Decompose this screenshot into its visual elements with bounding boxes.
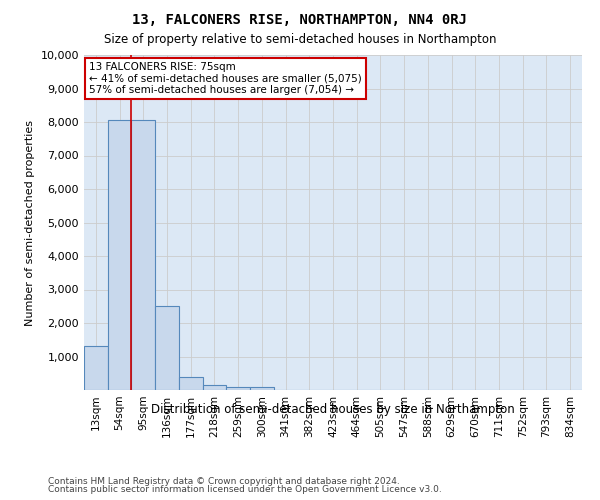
Bar [226, 386, 250, 390]
Text: 13 FALCONERS RISE: 75sqm
← 41% of semi-detached houses are smaller (5,075)
57% o: 13 FALCONERS RISE: 75sqm ← 41% of semi-d… [89, 62, 362, 95]
Bar [84, 346, 108, 390]
Bar [155, 306, 179, 390]
Text: 13, FALCONERS RISE, NORTHAMPTON, NN4 0RJ: 13, FALCONERS RISE, NORTHAMPTON, NN4 0RJ [133, 12, 467, 26]
Bar [108, 120, 131, 390]
Text: Size of property relative to semi-detached houses in Northampton: Size of property relative to semi-detach… [104, 32, 496, 46]
Text: Contains public sector information licensed under the Open Government Licence v3: Contains public sector information licen… [48, 485, 442, 494]
Bar [250, 386, 274, 390]
Text: Distribution of semi-detached houses by size in Northampton: Distribution of semi-detached houses by … [151, 402, 515, 415]
Bar [179, 376, 203, 390]
Bar [131, 120, 155, 390]
Bar [203, 385, 226, 390]
Text: Contains HM Land Registry data © Crown copyright and database right 2024.: Contains HM Land Registry data © Crown c… [48, 477, 400, 486]
Y-axis label: Number of semi-detached properties: Number of semi-detached properties [25, 120, 35, 326]
